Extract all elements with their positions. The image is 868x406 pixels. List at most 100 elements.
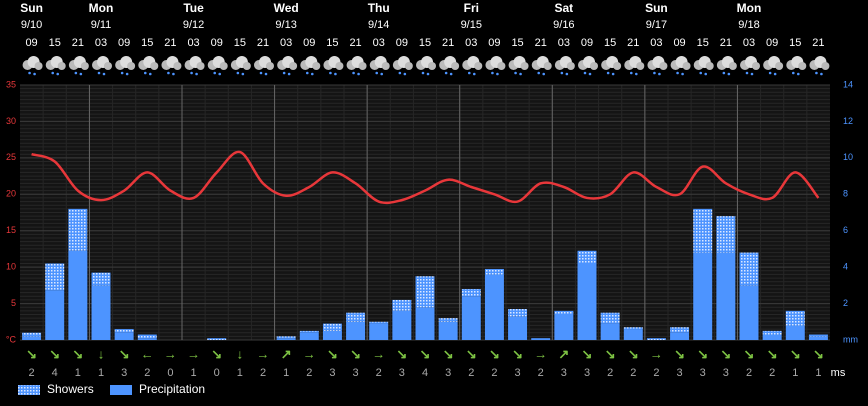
- y2-tick-label: 12: [843, 116, 853, 126]
- wind-arrow: ↘: [605, 346, 616, 361]
- rain-drop: [565, 72, 569, 76]
- showers-bar: [322, 323, 342, 331]
- cloud-part: [659, 62, 668, 70]
- weather-icon: [786, 56, 807, 76]
- rain-drop: [79, 72, 83, 76]
- wind-speed: 3: [700, 367, 706, 379]
- legend-swatch: [110, 385, 132, 395]
- hour-label: 15: [326, 37, 338, 49]
- wind-arrow: ↓: [237, 346, 244, 361]
- y2-tick-label: 4: [843, 262, 848, 272]
- wind-arrow: ↘: [119, 346, 130, 361]
- rain-drop: [380, 72, 384, 76]
- hour-label: 15: [141, 37, 153, 49]
- showers-bar: [45, 263, 65, 291]
- weather-icon: [809, 56, 830, 76]
- weather-icon: [45, 56, 66, 76]
- day-date: 9/15: [461, 19, 482, 31]
- precipitation-bar: [438, 321, 458, 340]
- wind-speed: 3: [329, 367, 335, 379]
- precipitation-bar: [137, 338, 157, 340]
- showers-bar: [508, 309, 528, 317]
- showers-bar: [739, 252, 759, 286]
- showers-bar: [91, 272, 111, 286]
- precipitation-bar: [808, 336, 828, 340]
- rain-drop: [745, 71, 749, 75]
- showers-bar: [670, 327, 690, 333]
- day-date: 9/16: [553, 19, 574, 31]
- wind-arrow: ↘: [720, 346, 731, 361]
- precipitation-bar: [623, 329, 643, 340]
- weather-icon: [254, 56, 274, 76]
- wind-arrow: ↘: [674, 346, 685, 361]
- rain-drop: [796, 72, 800, 76]
- legend-label: Showers: [47, 382, 94, 396]
- rain-drop: [606, 71, 610, 75]
- wind-speed: 2: [306, 367, 312, 379]
- hour-label: 21: [812, 37, 824, 49]
- hour-label: 09: [396, 37, 408, 49]
- hour-label: 09: [211, 37, 223, 49]
- hour-label: 15: [419, 37, 431, 49]
- day-name: Sun: [20, 1, 43, 15]
- showers-bar: [346, 312, 366, 322]
- rain-drop: [681, 72, 684, 76]
- cloud-part: [821, 62, 830, 70]
- cloud-part: [219, 62, 228, 70]
- weather-icon: [138, 56, 159, 76]
- rain-drop: [426, 72, 430, 76]
- wind-arrow: ↘: [466, 346, 477, 361]
- cloud-part: [543, 62, 552, 70]
- day-name: Fri: [464, 1, 479, 15]
- showers-bar: [716, 216, 736, 253]
- hour-label: 15: [49, 37, 61, 49]
- y2-tick-label: 8: [843, 189, 848, 199]
- hour-label: 09: [488, 37, 500, 49]
- weather-icon: [740, 56, 760, 76]
- cloud-part: [682, 62, 691, 70]
- precipitation-bar: [346, 321, 366, 340]
- legend-swatch: [18, 385, 40, 395]
- hour-label: 09: [303, 37, 315, 49]
- showers-bar: [114, 329, 134, 333]
- rain-drop: [282, 71, 286, 75]
- rain-drop: [259, 71, 263, 75]
- wind-arrow: ←: [141, 346, 154, 361]
- precipitation-bar: [114, 332, 134, 340]
- day-date: 9/14: [368, 19, 389, 31]
- precipitation-bar: [508, 316, 528, 340]
- wind-arrow: ↘: [697, 346, 708, 361]
- rain-drop: [125, 72, 129, 76]
- wind-speed: 2: [653, 367, 659, 379]
- wind-speed: 1: [283, 367, 289, 379]
- weather-icon: [439, 56, 460, 76]
- precipitation-bar: [415, 307, 435, 340]
- wind-arrow: →: [257, 346, 270, 361]
- day-name: Thu: [368, 1, 390, 15]
- wind-speed: 1: [75, 367, 81, 379]
- rain-drop: [213, 71, 217, 75]
- rain-drop: [403, 72, 407, 76]
- showers-bar: [299, 330, 319, 333]
- rain-drop: [97, 71, 101, 75]
- precipitation-bar: [785, 325, 805, 340]
- weather-icon: [92, 56, 112, 76]
- hour-label: 15: [234, 37, 246, 49]
- cloud-part: [566, 62, 575, 70]
- rain-drop: [773, 72, 777, 76]
- wind-arrow: ↘: [767, 346, 778, 361]
- hour-label: 21: [627, 37, 639, 49]
- rain-drop: [634, 72, 638, 76]
- wind-speed: 2: [630, 367, 636, 379]
- day-name: Wed: [274, 1, 299, 15]
- precipitation-bar: [45, 290, 65, 340]
- rain-drop: [287, 72, 291, 76]
- rain-drop: [218, 72, 222, 76]
- cloud-part: [34, 62, 43, 70]
- weather-icon: [462, 56, 483, 76]
- weather-icon: [346, 56, 367, 76]
- rain-drop: [305, 71, 309, 75]
- weather-icon: [369, 56, 390, 76]
- rain-drop: [588, 72, 592, 76]
